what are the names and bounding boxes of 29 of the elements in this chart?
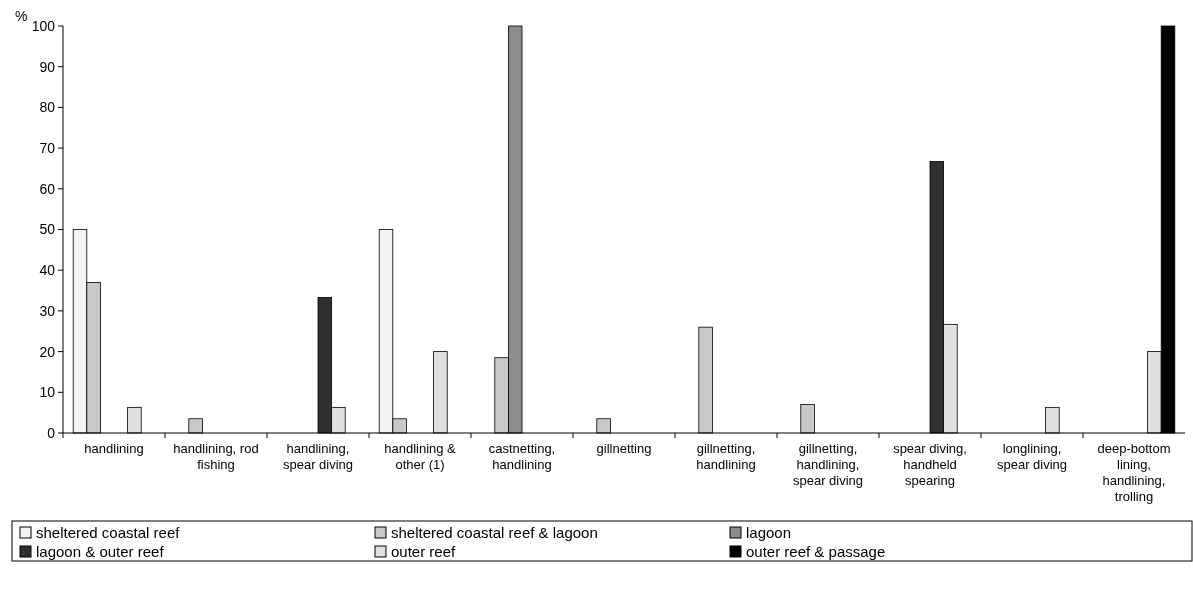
y-tick-label: 50 bbox=[39, 221, 56, 238]
y-tick-label: 40 bbox=[39, 262, 56, 279]
x-tick-label: handlining, spear diving bbox=[282, 441, 354, 472]
y-tick-label: 20 bbox=[39, 343, 56, 360]
y-tick-label: 90 bbox=[39, 58, 56, 75]
x-tick-label: spear diving, handheld spearing bbox=[893, 441, 967, 488]
y-tick-label: 60 bbox=[39, 180, 56, 197]
legend-label: outer reef & passage bbox=[746, 543, 886, 561]
y-tick-label: 30 bbox=[39, 302, 56, 319]
x-tick-label: castnetting, handlining bbox=[488, 441, 556, 472]
x-tick-label: gillnetting, handlining, spear diving bbox=[792, 441, 864, 488]
legend-label: sheltered coastal reef & lagoon bbox=[391, 524, 598, 542]
legend-label: sheltered coastal reef bbox=[36, 524, 181, 542]
y-tick-label: 0 bbox=[47, 424, 56, 441]
y-axis-title: % bbox=[15, 8, 28, 24]
legend-label: lagoon & outer reef bbox=[36, 543, 165, 561]
legend-label: outer reef bbox=[391, 543, 457, 561]
y-tick-label: 100 bbox=[31, 17, 56, 34]
y-tick-label: 10 bbox=[39, 384, 56, 401]
x-tick-label: handlining, rod fishing bbox=[173, 441, 259, 472]
x-tick-label: handlining bbox=[84, 441, 144, 456]
x-tick-label: longlining, spear diving bbox=[996, 441, 1068, 472]
legend-label: lagoon bbox=[746, 524, 792, 542]
y-tick-label: 80 bbox=[39, 99, 56, 116]
x-tick-label: deep-bottom lining, handlining, trolling bbox=[1097, 441, 1171, 504]
x-tick-label: gillnetting, handlining bbox=[696, 441, 756, 472]
y-tick-label: 70 bbox=[39, 140, 56, 156]
x-tick-label: gillnetting bbox=[596, 441, 652, 456]
x-tick-label: handlining & other (1) bbox=[384, 441, 457, 472]
